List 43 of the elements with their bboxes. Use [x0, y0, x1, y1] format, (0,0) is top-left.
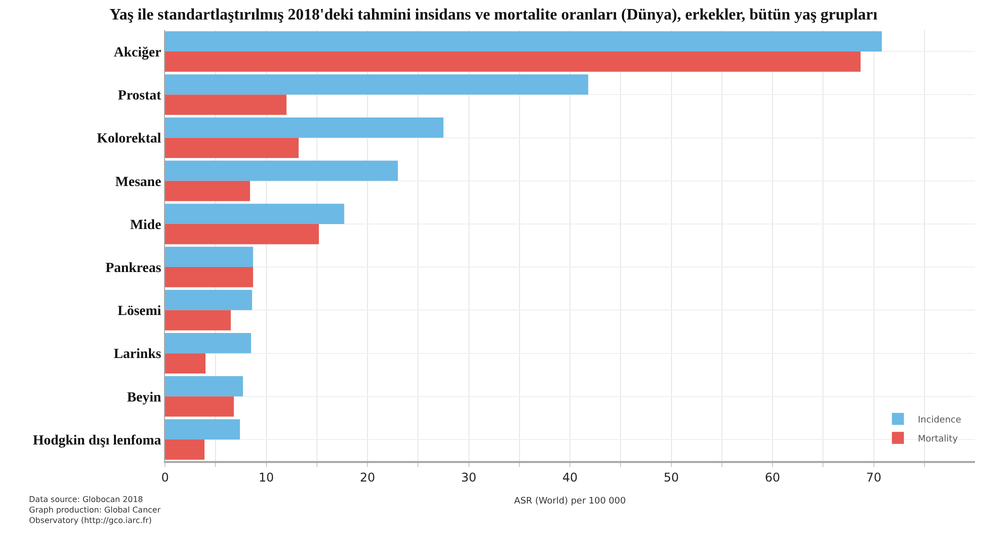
- x-tick-label: 50: [664, 470, 679, 484]
- y-tick-label: Akciğer: [114, 45, 162, 60]
- y-tick-label: Mide: [130, 218, 162, 233]
- bar: [165, 180, 250, 202]
- bar: [165, 419, 240, 440]
- bar: [165, 310, 231, 330]
- y-tick-label: Prostat: [118, 88, 162, 104]
- y-tick-label: Mesane: [115, 174, 162, 190]
- x-axis-title: ASR (World) per 100 000: [514, 496, 626, 507]
- x-tick-label: 60: [764, 470, 780, 484]
- bar: [165, 353, 206, 374]
- x-tick-label: 30: [461, 470, 476, 484]
- bar: [165, 396, 234, 417]
- x-tick-label: 70: [866, 470, 882, 484]
- y-tick-label: Pankreas: [105, 260, 162, 276]
- y-tick-label: Hodgkin dışı lenfoma: [32, 433, 162, 448]
- bar: [165, 246, 254, 268]
- bar: [165, 52, 861, 72]
- bar: [165, 376, 243, 396]
- x-tick-label: 10: [258, 470, 274, 484]
- y-tick-label: Kolorektal: [96, 132, 162, 147]
- bar: [165, 332, 252, 354]
- legend-label: Mortality: [918, 434, 958, 444]
- bar: [165, 138, 299, 158]
- bar: [165, 439, 204, 460]
- legend-label: Incidence: [918, 415, 962, 426]
- source-note: Data source: Globocan 2018 Graph production: Global Cancer Observatory (http://gco.iarc.fr): [29, 495, 162, 525]
- bar: [165, 74, 588, 95]
- bar: [165, 94, 286, 115]
- bar: [165, 224, 319, 244]
- x-tick-label: 20: [360, 470, 376, 484]
- x-tick-label: 0: [161, 470, 169, 484]
- y-tick-label: Larinks: [114, 347, 162, 362]
- chart-title: Yaş ile standartlaştırılmış 2018'deki tahmini insidans ve mortalite oranları (Dünya), erkekler, bütün yaş grupları: [110, 6, 878, 24]
- y-tick-label: Lösemi: [118, 304, 162, 320]
- bar: [165, 117, 444, 138]
- x-tick-label: 40: [562, 470, 578, 484]
- bar: [165, 204, 344, 224]
- bar: [165, 31, 882, 52]
- bar: [165, 267, 254, 288]
- y-tick-label: Beyin: [126, 390, 162, 406]
- bar: [165, 160, 398, 181]
- bar: [165, 290, 252, 310]
